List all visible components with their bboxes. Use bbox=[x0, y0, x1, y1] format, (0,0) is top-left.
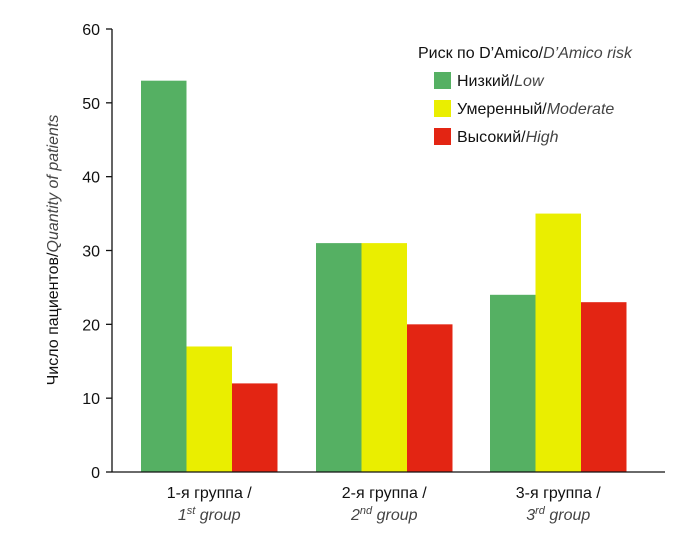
legend-title: Риск по D’Amico/D’Amico risk bbox=[418, 45, 633, 62]
bar bbox=[361, 243, 407, 472]
bar bbox=[186, 346, 232, 472]
bars-layer bbox=[141, 80, 627, 473]
y-tick-label: 40 bbox=[82, 170, 100, 187]
x-category-label: 1-я группа / bbox=[167, 485, 253, 502]
legend-entry: Умеренный/Moderate bbox=[457, 101, 614, 118]
bar bbox=[232, 383, 278, 472]
y-tick-label: 60 bbox=[82, 22, 100, 39]
bar bbox=[316, 243, 362, 472]
bar bbox=[535, 213, 581, 473]
bar bbox=[407, 324, 453, 472]
x-category-label: 2-я группа / bbox=[342, 485, 428, 502]
x-category-label-en: 1st group bbox=[178, 505, 241, 524]
legend-swatch bbox=[434, 128, 451, 145]
bar bbox=[141, 80, 187, 472]
y-ticks-layer: 0 10 20 30 40 50 60 bbox=[82, 22, 112, 482]
bar bbox=[490, 294, 536, 472]
legend-swatch bbox=[434, 72, 451, 89]
y-tick-label: 0 bbox=[91, 465, 100, 482]
legend: Риск по D’Amico/D’Amico risk Низкий/Low У… bbox=[418, 45, 633, 146]
bar bbox=[581, 302, 627, 472]
legend-entry: Высокий/High bbox=[457, 129, 559, 146]
y-axis-label: Число пациентов/Quantity of patients bbox=[45, 115, 62, 386]
x-category-label-en: 3rd group bbox=[526, 505, 590, 524]
legend-entry: Низкий/Low bbox=[457, 73, 545, 90]
x-categories-layer: 1-я группа / 1st group 2-я группа / 2nd gro… bbox=[167, 485, 602, 524]
y-tick-label: 10 bbox=[82, 391, 100, 408]
y-tick-label: 50 bbox=[82, 96, 100, 113]
legend-swatch bbox=[434, 100, 451, 117]
y-tick-label: 30 bbox=[82, 244, 100, 261]
x-category-label: 3-я группа / bbox=[516, 485, 602, 502]
y-tick-label: 20 bbox=[82, 317, 100, 334]
x-category-label-en: 2nd group bbox=[350, 505, 418, 524]
